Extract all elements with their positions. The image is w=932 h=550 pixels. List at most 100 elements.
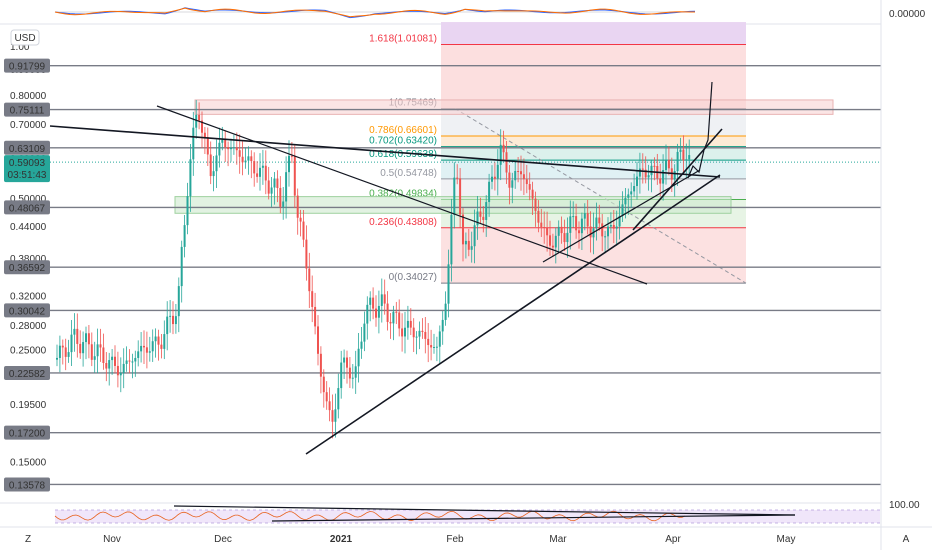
level-price-label: 0.17200 <box>9 429 46 440</box>
candle-body <box>279 187 282 207</box>
candle-body <box>203 132 206 138</box>
x-tick-label: Apr <box>665 534 681 545</box>
candle-body <box>453 177 456 215</box>
candle-body <box>151 341 154 352</box>
candle-body <box>496 164 499 179</box>
candle-body <box>409 320 412 328</box>
bar-countdown-label: 03:51:43 <box>8 170 47 181</box>
candle-body <box>676 151 679 172</box>
candle-body <box>441 319 444 332</box>
candle-body <box>73 328 76 335</box>
rsi-band <box>55 510 880 523</box>
trendline[interactable] <box>156 105 648 285</box>
candle-body <box>502 144 505 153</box>
y-tick-label: 0.32000 <box>10 292 47 303</box>
candle-body <box>464 240 467 245</box>
candle-body <box>685 159 688 161</box>
candle-body <box>435 346 438 348</box>
candle-body <box>505 152 508 173</box>
horizontal-levels <box>50 64 881 486</box>
candle-body <box>314 306 317 327</box>
candle-body <box>122 363 125 374</box>
candle-body <box>580 218 583 234</box>
candle-body <box>143 345 145 348</box>
candle-body <box>682 149 685 161</box>
candle-body <box>462 214 464 245</box>
y-tick-label: 0.15000 <box>10 458 47 469</box>
candle-body <box>241 156 244 163</box>
candle-body <box>479 211 482 217</box>
chart-controls[interactable]: USD Z A <box>10 29 910 545</box>
rsi-trendline[interactable] <box>271 514 796 522</box>
time-axis[interactable]: Nov Dec 2021 Feb Mar Apr May <box>0 526 932 545</box>
level-price-box <box>4 303 50 318</box>
candle-body <box>308 268 311 292</box>
candle-body <box>311 291 314 307</box>
fib-zone <box>441 178 746 200</box>
candle-body <box>404 327 406 337</box>
price-axis[interactable]: 1.000.900000.800000.700000.600000.500000… <box>4 0 882 550</box>
trendline[interactable] <box>542 169 701 263</box>
y-tick-label: 0.44000 <box>10 222 47 233</box>
y-tick-label: 0.70000 <box>10 120 47 131</box>
auto-scale-toggle[interactable]: A <box>903 534 910 545</box>
currency-button[interactable] <box>10 29 40 46</box>
support-zone[interactable] <box>174 196 732 214</box>
fib-level-label: 0.236(0.43808) <box>369 217 437 228</box>
level-price-box <box>4 58 50 73</box>
rsi-trendline[interactable] <box>173 505 796 516</box>
y-tick-label: 0.25000 <box>10 346 47 357</box>
candle-body <box>56 357 58 360</box>
candle-body <box>438 331 441 347</box>
candle-body <box>473 225 476 247</box>
candle-body <box>85 333 87 343</box>
candle-body <box>145 347 148 353</box>
candle-body <box>264 165 267 181</box>
candle-body <box>64 347 67 357</box>
y-tick-label: 0.80000 <box>10 91 47 102</box>
candle-body <box>282 201 285 207</box>
trendline[interactable] <box>632 128 723 231</box>
candle-body <box>317 326 319 354</box>
trendline[interactable] <box>49 125 721 178</box>
candle-body <box>212 171 215 177</box>
candle-body <box>380 294 383 306</box>
candle-body <box>267 180 270 194</box>
level-price-label: 0.30042 <box>9 306 46 317</box>
y-tick-label: 0.38000 <box>10 254 47 265</box>
candle-body <box>499 144 502 165</box>
candle-body <box>102 347 105 363</box>
candle-body <box>116 365 119 376</box>
candle-body <box>615 226 618 229</box>
fib-level-label: 0(0.34027) <box>389 272 437 283</box>
candle-body <box>227 147 230 150</box>
candle-body <box>659 178 662 184</box>
candle-body <box>366 304 369 324</box>
candle-body <box>551 245 554 248</box>
candle-body <box>369 297 372 305</box>
candle-body <box>160 344 163 349</box>
candle-body <box>482 216 485 220</box>
projection-path[interactable] <box>687 81 713 179</box>
candle-body <box>386 303 389 322</box>
trendline[interactable] <box>305 174 721 455</box>
candle-body <box>395 311 398 313</box>
level-price-label: 0.36592 <box>9 263 46 274</box>
candle-body <box>630 191 633 195</box>
candle-body <box>636 176 638 187</box>
candle-body <box>644 169 647 178</box>
candle-body <box>485 202 488 220</box>
candle-body <box>572 216 575 218</box>
macd-signal-line <box>54 7 696 18</box>
trendlines[interactable] <box>49 81 723 455</box>
candle-body <box>169 315 172 317</box>
zoom-toggle[interactable]: Z <box>25 534 31 545</box>
candle-body <box>578 230 580 234</box>
candle-body <box>470 246 473 250</box>
resistance-zone[interactable] <box>194 99 834 115</box>
candle-body <box>549 235 551 246</box>
candle-body <box>392 311 395 324</box>
candle-body <box>163 334 166 349</box>
candle-body <box>131 361 134 363</box>
